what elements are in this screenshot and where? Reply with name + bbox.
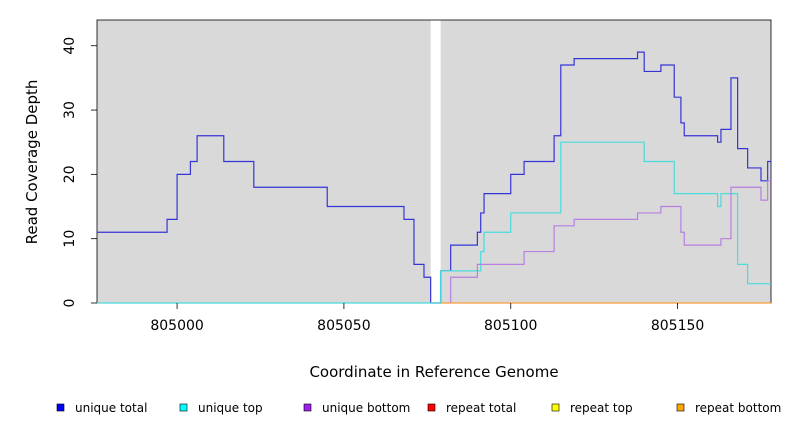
- series-line-unique-total: [97, 51, 771, 304]
- x-tick-label-805000: 805000: [150, 318, 203, 334]
- legend-item-repeat-total: repeat total: [427, 401, 516, 415]
- legend: unique total unique top unique bottom repea…: [56, 401, 781, 415]
- x-tick-label-805050: 805050: [317, 318, 370, 334]
- series-layer: [97, 51, 771, 304]
- y-tick-label-0: 0: [62, 299, 78, 308]
- legend-label: unique total: [75, 401, 147, 415]
- legend-swatch: [56, 403, 65, 412]
- legend-item-unique-bottom: unique bottom: [303, 401, 410, 415]
- legend-swatch: [303, 403, 312, 412]
- legend-label: repeat top: [570, 401, 633, 415]
- shaded-region-2: [440, 20, 771, 303]
- legend-swatch: [676, 403, 685, 412]
- series-line-unique-bottom: [450, 180, 771, 303]
- legend-item-repeat-bottom: repeat bottom: [676, 401, 781, 415]
- shaded-region-1: [97, 20, 431, 303]
- legend-label: repeat total: [446, 401, 516, 415]
- x-axis: 805000 805050 805100 805150: [150, 303, 704, 334]
- x-tick-label-805100: 805100: [484, 318, 537, 334]
- legend-item-unique-top: unique top: [179, 401, 263, 415]
- x-axis-label: Coordinate in Reference Genome: [309, 363, 558, 381]
- legend-swatch: [551, 403, 560, 412]
- y-axis: 0 10 20 30 40: [62, 37, 97, 308]
- legend-item-repeat-top: repeat top: [551, 401, 633, 415]
- y-tick-label-10: 10: [62, 230, 78, 248]
- y-axis-label: Read Coverage Depth: [23, 80, 41, 245]
- legend-swatch: [179, 403, 188, 412]
- y-tick-label-30: 30: [62, 101, 78, 119]
- series-line-unique-top: [97, 141, 771, 304]
- legend-label: unique bottom: [322, 401, 410, 415]
- legend-item-unique-total: unique total: [56, 401, 147, 415]
- x-tick-label-805150: 805150: [651, 318, 704, 334]
- shaded-regions: [97, 20, 771, 303]
- legend-swatch: [427, 403, 436, 412]
- y-tick-label-20: 20: [62, 165, 78, 183]
- legend-label: unique top: [198, 401, 263, 415]
- y-tick-label-40: 40: [62, 37, 78, 55]
- legend-label: repeat bottom: [695, 401, 781, 415]
